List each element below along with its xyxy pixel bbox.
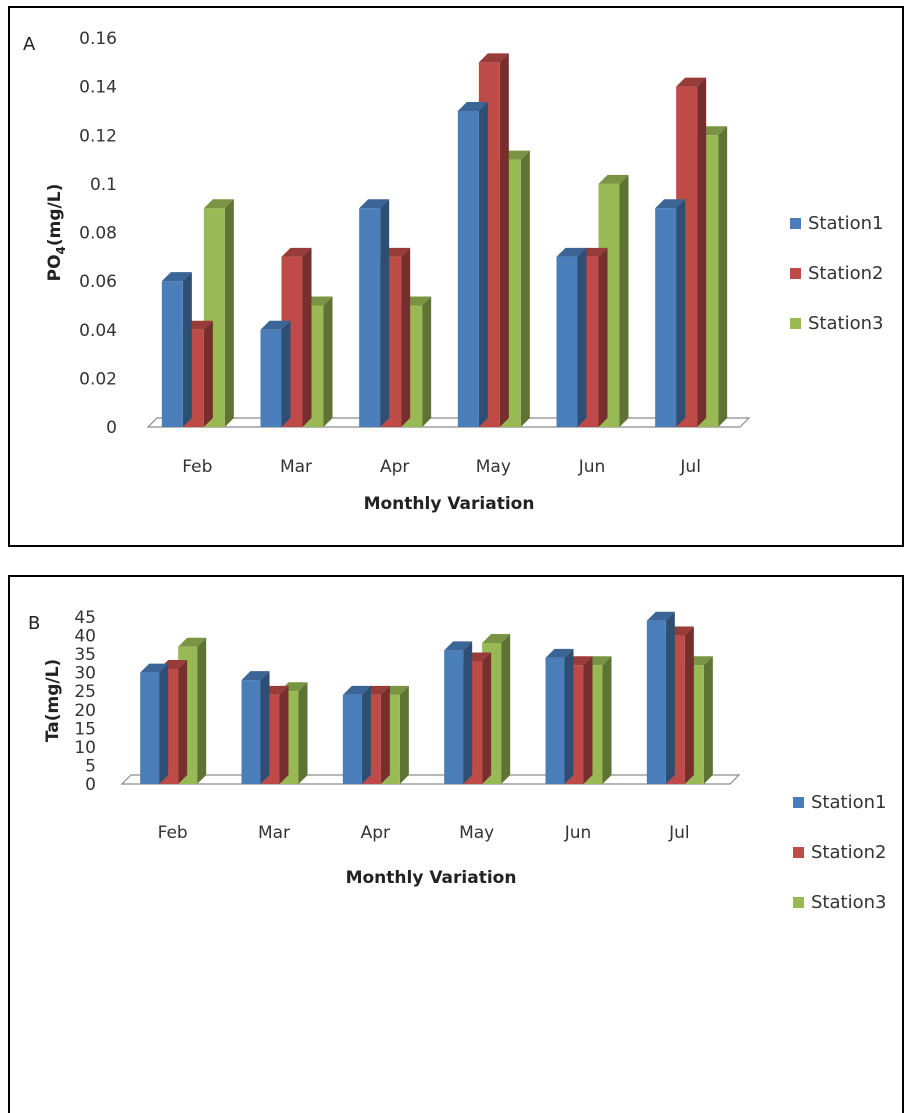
chart-floor — [120, 774, 741, 785]
y-tick-label: 0 — [106, 418, 117, 438]
legend-swatch-station3 — [793, 897, 804, 908]
y-axis-title-unit: (mg/L) — [43, 659, 63, 721]
bar-station1-apr — [359, 199, 390, 427]
chart-panel-a: A 0 0.02 0.04 0.06 0.08 0.1 0.12 0.14 0.16 Feb Mar A… — [8, 6, 904, 547]
panel-label: A — [23, 34, 36, 55]
y-tick-label: 30 — [74, 664, 96, 684]
x-axis-title: Monthly Variation — [364, 494, 535, 514]
bar-station1-jul — [646, 611, 675, 784]
legend-swatch-station1 — [790, 218, 801, 229]
x-axis-title: Monthly Variation — [346, 868, 517, 888]
y-tick-label: 5 — [85, 756, 96, 776]
legend-label-station2: Station2 — [808, 263, 883, 284]
y-tick-label: 25 — [74, 682, 96, 702]
x-tick-label: Jul — [679, 457, 701, 477]
chart-panel-b: B 0 5 10 15 20 25 30 35 40 45 Feb Mar Apr May Jun Jul Mon… — [8, 575, 904, 1113]
y-tick-label: 20 — [74, 701, 96, 721]
bar-station1-apr — [342, 685, 371, 784]
y-axis-title-main: PO — [45, 254, 65, 281]
x-tick-label: Jul — [668, 823, 690, 843]
legend-label-station1: Station1 — [811, 792, 886, 813]
y-tick-label: 45 — [74, 608, 96, 628]
y-tick-label: 0.02 — [79, 369, 117, 389]
y-tick-label: 35 — [74, 645, 96, 665]
panel-label: B — [28, 613, 40, 634]
bar-station1-feb — [140, 663, 169, 784]
y-tick-label: 0.12 — [79, 126, 117, 146]
y-axis-title-unit: (mg/L) — [45, 184, 65, 246]
legend-swatch-station2 — [790, 268, 801, 279]
x-tick-label: Mar — [280, 457, 312, 477]
y-tick-label: 0 — [85, 775, 96, 795]
bar-station1-feb — [161, 272, 192, 427]
y-tick-label: 0.16 — [79, 29, 117, 49]
y-axis-title: Ta(mg/L) — [43, 659, 63, 742]
x-tick-label: Jun — [578, 457, 606, 477]
y-tick-label: 0.14 — [79, 78, 117, 98]
x-tick-label: Mar — [258, 823, 290, 843]
y-tick-label: 0.08 — [79, 224, 117, 244]
x-tick-label: Apr — [380, 457, 409, 477]
bar-station1-jul — [655, 199, 686, 427]
bar-station1-mar — [260, 320, 291, 427]
legend-swatch-station2 — [793, 847, 804, 858]
y-axis-title: PO4(mg/L) — [45, 184, 68, 282]
y-axis-title-subscript: 4 — [54, 246, 68, 254]
bar-station1-mar — [241, 671, 270, 784]
legend-label-station2: Station2 — [811, 842, 886, 863]
x-tick-label: May — [459, 823, 494, 843]
y-tick-label: 0.06 — [79, 272, 117, 292]
y-tick-label: 0.1 — [90, 175, 117, 195]
bar-station1-jun — [556, 247, 587, 427]
y-axis-title-main: Ta — [43, 721, 63, 742]
legend-label-station3: Station3 — [811, 892, 886, 913]
chart-a-svg: A 0 0.02 0.04 0.06 0.08 0.1 0.12 0.14 0.16 Feb Mar A… — [23, 29, 883, 514]
y-tick-label: 0.04 — [79, 321, 117, 341]
bar-station1-jun — [545, 648, 574, 784]
x-tick-label: Feb — [182, 457, 212, 477]
x-tick-label: Jun — [564, 823, 592, 843]
x-tick-label: Apr — [361, 823, 390, 843]
legend-label-station3: Station3 — [808, 313, 883, 334]
x-tick-label: May — [476, 457, 511, 477]
y-tick-label: 40 — [74, 627, 96, 647]
y-tick-label: 10 — [74, 738, 96, 758]
legend-label-station1: Station1 — [808, 213, 883, 234]
legend-swatch-station3 — [790, 318, 801, 329]
legend-swatch-station1 — [793, 797, 804, 808]
y-tick-label: 15 — [74, 719, 96, 739]
x-tick-label: Feb — [158, 823, 188, 843]
bar-station1-may — [444, 641, 473, 784]
bar-station1-may — [457, 101, 488, 427]
